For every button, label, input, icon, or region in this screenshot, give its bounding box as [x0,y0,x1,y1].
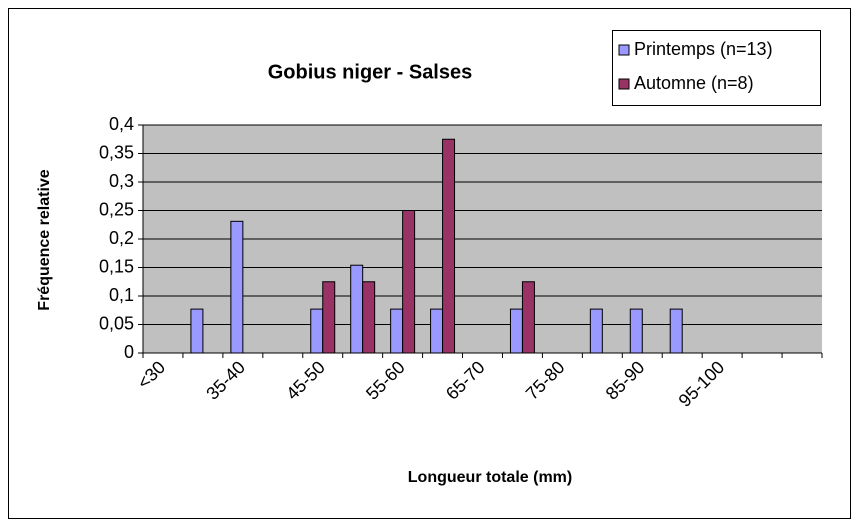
y-tick-label: 0,35 [99,142,134,162]
bar [190,308,204,354]
bar [350,264,364,354]
bar [442,138,456,354]
bar [669,308,683,354]
y-tick-label: 0 [124,342,134,362]
x-axis-label: Longueur totale (mm) [408,469,572,486]
y-tick-label: 0,2 [109,228,134,248]
bar [310,308,324,354]
y-tick-label: 0,4 [109,114,134,134]
y-tick-label: 0,05 [99,313,134,333]
y-tick-label: 0,15 [99,256,134,276]
bar [390,308,404,354]
y-tick-label: 0,25 [99,199,134,219]
bar [402,210,416,354]
y-tick-label: 0,3 [109,171,134,191]
bar [521,281,535,354]
legend-label: Printemps (n=13) [634,39,773,59]
bar [362,281,376,354]
legend-swatch [618,44,630,56]
legend-swatch [618,78,630,90]
bar [629,308,643,354]
legend-box [612,30,821,106]
legend-label: Automne (n=8) [634,73,754,93]
bar [230,220,244,354]
bar [589,308,603,354]
bar [322,281,336,354]
y-tick-label: 0,1 [109,285,134,305]
chart-title: Gobius niger - Salses [268,61,473,83]
bar [509,308,523,354]
y-axis-label: Fréquence relative [36,169,53,311]
bar [430,308,444,354]
